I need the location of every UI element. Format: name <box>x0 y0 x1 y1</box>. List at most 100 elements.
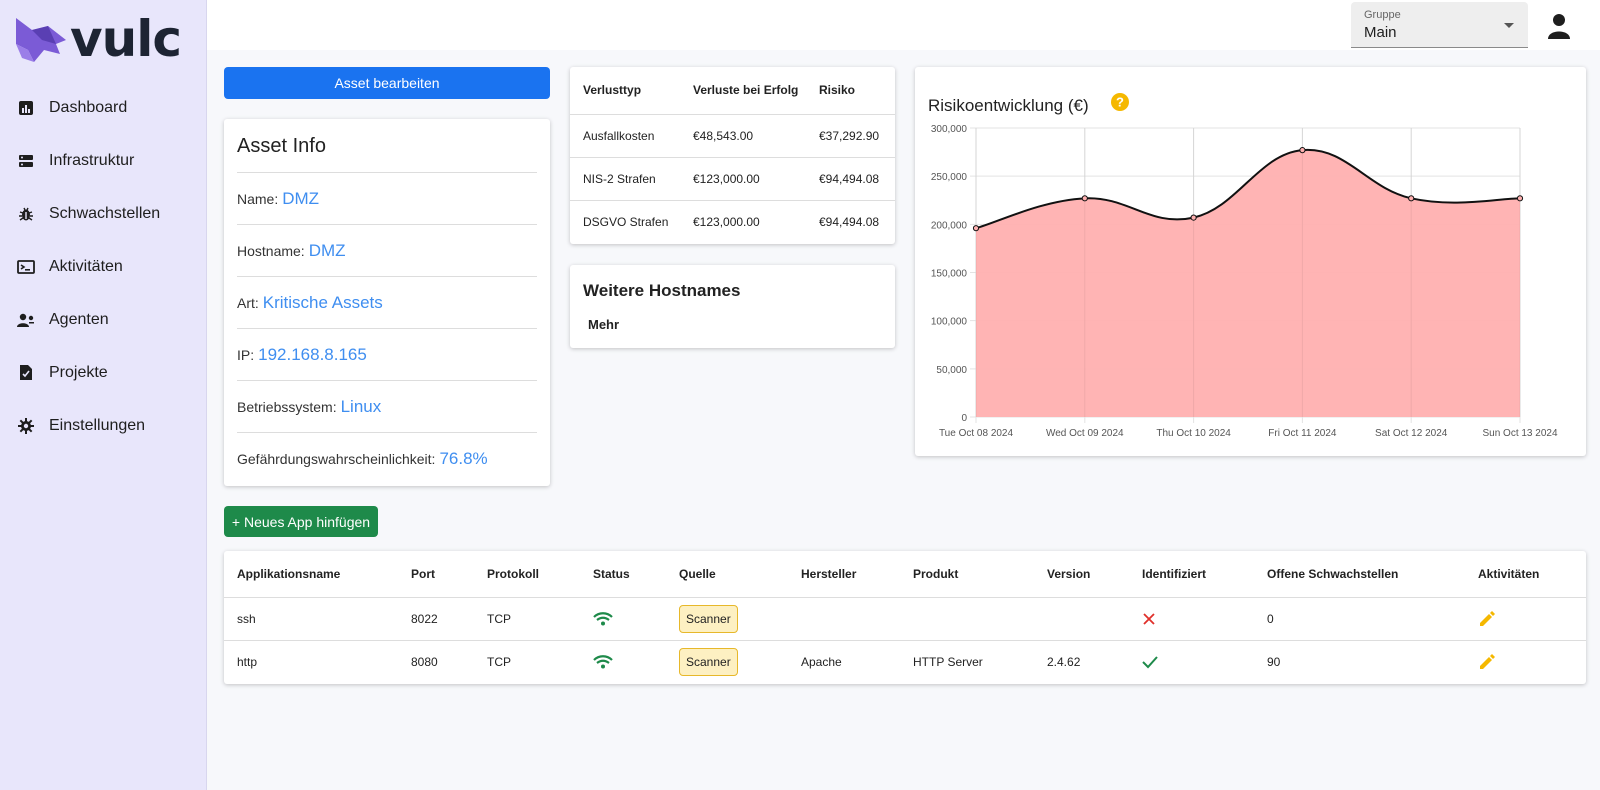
sidebar-item-label: Einstellungen <box>49 416 146 434</box>
app-protocol: TCP <box>487 654 511 669</box>
sidebar-item-label: Projekte <box>49 363 108 381</box>
brand-name: vulc <box>70 10 182 68</box>
sidebar-item-infrastruktur[interactable]: Infrastruktur <box>0 134 206 187</box>
table-header-row: Applikationsname Port Protokoll Status Q… <box>224 551 1586 598</box>
risk-area <box>976 149 1520 417</box>
group-select-value: Main <box>1364 24 1397 41</box>
user-account-icon[interactable] <box>1545 12 1573 40</box>
info-value: Linux <box>340 396 382 416</box>
app-version <box>1034 597 1129 641</box>
column-header: Quelle <box>666 551 788 598</box>
help-icon[interactable]: ? <box>1111 93 1129 111</box>
info-value: DMZ <box>308 240 346 260</box>
info-value: 192.168.8.165 <box>258 344 367 364</box>
info-key: Gefährdungswahrscheinlichkeit: <box>237 451 436 467</box>
app-identified <box>1129 597 1254 641</box>
hostnames-title: Weitere Hostnames <box>583 281 741 300</box>
sidebar-item-schwachstellen[interactable]: Schwachstellen <box>0 187 206 240</box>
column-header: Status <box>580 551 666 598</box>
chart-title: Risikoentwicklung (€) <box>928 96 1089 115</box>
edit-asset-button[interactable]: Asset bearbeiten <box>224 67 550 99</box>
sidebar-nav: Dashboard Infrastruktur Schwachstellen A… <box>0 81 206 452</box>
sidebar-item-dashboard[interactable]: Dashboard <box>0 81 206 134</box>
sidebar-item-label: Aktivitäten <box>49 257 123 275</box>
add-app-button[interactable]: + Neues App hinfügen <box>224 506 378 537</box>
table-cell: €48,543.00 <box>680 114 806 158</box>
hostnames-card: Weitere Hostnames Mehr <box>570 265 895 348</box>
table-row: DSGVO Strafen €123,000.00 €94,494.08 <box>570 200 895 243</box>
column-header: Protokoll <box>474 551 580 598</box>
asset-info-row-art: Art: Kritische Assets <box>237 277 537 329</box>
sidebar-item-label: Infrastruktur <box>49 151 135 169</box>
group-select-label: Gruppe <box>1364 9 1401 21</box>
table-cell: €94,494.08 <box>819 214 880 229</box>
table-row[interactable]: ssh 8022 TCP Scanner 0 <box>224 597 1586 641</box>
loss-table: Verlusttyp Verluste bei Erfolg Risiko Au… <box>570 67 895 243</box>
x-tick-label: Sun Oct 13 2024 <box>1482 428 1557 439</box>
table-cell: €123,000.00 <box>680 157 806 201</box>
app-vendor: Apache <box>801 654 842 669</box>
more-hostnames-button[interactable]: Mehr <box>588 317 620 332</box>
applications-table: Applikationsname Port Protokoll Status Q… <box>224 551 1586 683</box>
risk-line <box>975 149 1521 230</box>
sidebar-item-aktivitaeten[interactable]: Aktivitäten <box>0 240 206 293</box>
chevron-down-icon <box>1504 23 1514 28</box>
loss-table-card: Verlusttyp Verluste bei Erfolg Risiko Au… <box>570 67 895 244</box>
info-key: Art: <box>237 294 259 311</box>
x-tick-label: Sat Oct 12 2024 <box>1375 428 1448 439</box>
sidebar-item-label: Dashboard <box>49 98 128 116</box>
sidebar-item-agenten[interactable]: Agenten <box>0 293 206 346</box>
app-open-vulns: 0 <box>1254 597 1465 641</box>
table-cell: €94,494.08 <box>806 157 895 201</box>
table-cell: €37,292.90 <box>806 114 895 158</box>
chart-icon <box>17 99 35 117</box>
info-value: Kritische Assets <box>262 292 383 312</box>
project-file-icon <box>17 364 35 382</box>
column-header: Hersteller <box>788 551 900 598</box>
pencil-edit-icon[interactable] <box>1478 610 1496 628</box>
app-product <box>900 597 1034 641</box>
applications-table-card: Applikationsname Port Protokoll Status Q… <box>224 551 1586 684</box>
sidebar-item-label: Schwachstellen <box>49 204 161 222</box>
x-tick-label: Tue Oct 08 2024 <box>939 428 1014 439</box>
data-point <box>1408 195 1415 202</box>
column-header: Identifiziert <box>1129 551 1254 598</box>
bug-icon <box>17 205 35 223</box>
column-header: Offene Schwachstellen <box>1254 551 1465 598</box>
x-tick-label: Fri Oct 11 2024 <box>1268 428 1337 439</box>
asset-info-title: Asset Info <box>237 119 537 173</box>
column-header: Version <box>1034 551 1129 598</box>
app-source: Scanner <box>666 640 788 683</box>
asset-info-row-probability: Gefährdungswahrscheinlichkeit: 76.8% <box>237 433 537 485</box>
app-identified <box>1129 640 1254 683</box>
column-header: Produkt <box>900 551 1034 598</box>
app-name: ssh <box>224 597 398 641</box>
asset-info-row-hostname: Hostname: DMZ <box>237 225 537 277</box>
table-cell: DSGVO Strafen <box>583 214 669 229</box>
sidebar-item-einstellungen[interactable]: Einstellungen <box>0 399 206 452</box>
source-badge[interactable]: Scanner <box>679 604 738 633</box>
y-tick-label: 50,000 <box>936 365 967 376</box>
app-open-vulns: 90 <box>1267 654 1281 669</box>
group-select[interactable]: Gruppe Main <box>1351 2 1528 48</box>
sidebar-item-projekte[interactable]: Projekte <box>0 346 206 399</box>
wifi-online-icon <box>593 654 613 669</box>
wolf-logo-icon <box>16 18 66 62</box>
data-point <box>972 225 980 232</box>
table-row[interactable]: http 8080 TCP Scanner Apache HTTP Server… <box>224 640 1586 683</box>
table-row: NIS-2 Strafen €123,000.00 €94,494.08 <box>570 157 895 201</box>
info-key: Betriebssystem: <box>237 398 337 415</box>
asset-info-card: Asset Info Name: DMZ Hostname: DMZ Art: … <box>224 119 550 486</box>
asset-info-row-os: Betriebssystem: Linux <box>237 381 537 433</box>
source-badge[interactable]: Scanner <box>679 647 738 676</box>
data-point <box>1081 195 1088 202</box>
pencil-edit-icon[interactable] <box>1478 653 1496 671</box>
y-tick-label: 150,000 <box>931 269 968 280</box>
asset-info-row-name: Name: DMZ <box>237 173 537 225</box>
info-key: Hostname: <box>237 242 305 259</box>
checkmark-icon <box>1142 656 1158 669</box>
column-header: Applikationsname <box>224 551 398 598</box>
table-row: Ausfallkosten €48,543.00 €37,292.90 <box>570 114 895 158</box>
asset-info-row-ip: IP: 192.168.8.165 <box>237 329 537 381</box>
logo[interactable]: vulc <box>12 10 182 68</box>
